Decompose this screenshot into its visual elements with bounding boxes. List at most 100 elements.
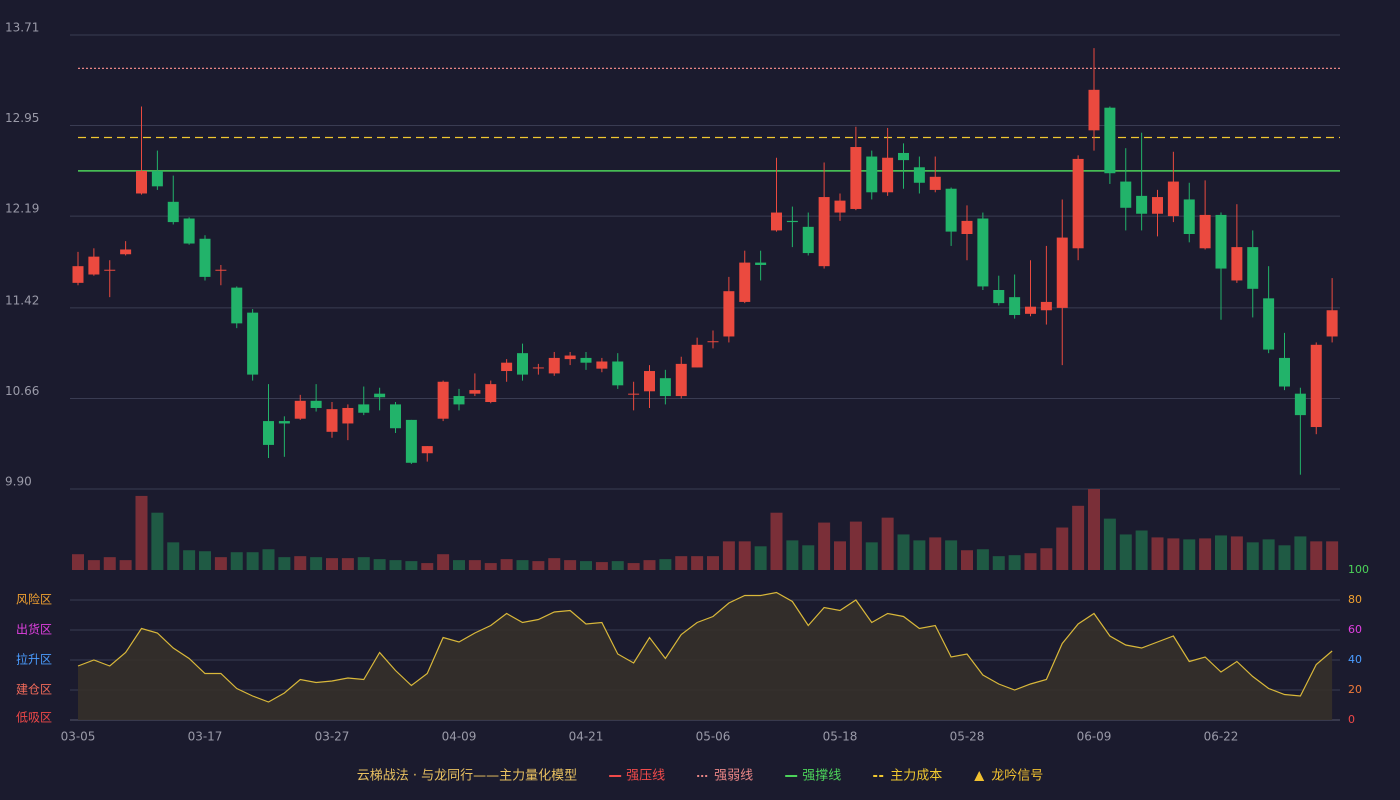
volume-bar (1119, 534, 1132, 570)
y-tick-label: 10.66 (5, 384, 39, 398)
legend-item: 强压线 (609, 769, 665, 784)
candle-body (596, 361, 608, 369)
volume-bar (183, 550, 196, 570)
candle-body (1231, 247, 1243, 281)
legend-label: 强撑线 (802, 769, 841, 784)
candle-body (469, 390, 481, 394)
oscillator-area (78, 592, 1333, 720)
candle-body (199, 238, 211, 277)
volume-bar (675, 556, 688, 570)
x-tick-label: 05-06 (696, 730, 731, 744)
candle-body (739, 262, 751, 302)
volume-bar (1040, 548, 1053, 570)
volume-bar (1135, 530, 1148, 570)
volume-bar (484, 563, 497, 570)
candle-body (1120, 181, 1132, 208)
volume-bar (929, 537, 942, 570)
volume-bar (564, 560, 577, 570)
candle-body (1088, 89, 1100, 131)
candle-body (1183, 199, 1195, 234)
volume-bar (516, 560, 529, 570)
volume-bar (87, 560, 100, 570)
volume-bar (1326, 541, 1339, 570)
candle-body (850, 147, 862, 209)
volume-bar (1008, 555, 1021, 570)
volume-bar (1183, 539, 1196, 570)
y-tick-label: 13.71 (5, 21, 39, 35)
x-tick-label: 06-22 (1204, 730, 1239, 744)
volume-bar (818, 522, 831, 570)
volume-bar (437, 554, 450, 570)
candle-body (167, 201, 179, 223)
candle-body (405, 419, 417, 463)
volume-bar (976, 549, 989, 570)
candle-body (517, 353, 528, 375)
candle-body (374, 393, 386, 398)
candle-body (342, 407, 354, 424)
x-tick-label: 03-05 (61, 730, 96, 744)
volume-bar (214, 557, 227, 570)
candle-body (231, 287, 243, 324)
candle-body (1104, 107, 1116, 174)
candle-body (104, 269, 116, 271)
volume-bar (1056, 527, 1069, 570)
legend-label: 强弱线 (714, 769, 753, 784)
y2-tick-label: 40 (1348, 653, 1362, 666)
candle-body (1279, 357, 1290, 387)
candle-body (898, 152, 909, 161)
candle-body (136, 170, 147, 194)
volume-bar (802, 545, 815, 570)
volume-bar (246, 552, 259, 570)
volume-bar (310, 557, 323, 570)
x-tick-label: 05-28 (950, 730, 985, 744)
volume-bar (849, 521, 862, 570)
legend-icon (974, 771, 985, 781)
candle-body (913, 167, 925, 183)
volume-bar (135, 495, 148, 570)
volume-bar (1167, 538, 1180, 570)
volume-bar (199, 551, 211, 570)
volume-bar (326, 558, 338, 570)
candle-body (120, 249, 132, 255)
legend-label: 强压线 (626, 769, 665, 784)
legend-item: 强弱线 (697, 769, 753, 784)
candle-body (1072, 158, 1084, 249)
volume-bar (341, 558, 354, 570)
candle-body (786, 220, 798, 223)
volume-bar (532, 561, 545, 570)
y-tick-label: 9.90 (5, 475, 32, 489)
volume-bar (103, 557, 116, 570)
volume-bar (897, 534, 910, 570)
candle-body (485, 384, 497, 403)
volume-bar (627, 563, 640, 570)
candle-body (771, 212, 782, 231)
x-tick-label: 03-27 (315, 730, 350, 744)
volume-bar (230, 552, 243, 570)
y-tick-label: 12.95 (5, 111, 39, 125)
volume-bar (659, 559, 672, 570)
zone-label: 低吸区 (16, 711, 52, 725)
volume-bar (167, 542, 180, 570)
volume-bar (151, 512, 164, 570)
candle-body (882, 157, 894, 193)
candle-body (453, 396, 465, 405)
candle-body (1136, 195, 1148, 214)
x-tick-label: 05-18 (823, 730, 858, 744)
candle-body (675, 363, 687, 397)
legend-item: 强撑线 (785, 769, 841, 784)
volume-bar (1262, 539, 1275, 570)
volume-bar (1294, 536, 1307, 570)
candle-body (501, 362, 513, 372)
candle-body (1310, 344, 1322, 428)
candle-body (1263, 298, 1275, 350)
candle-body (961, 220, 973, 234)
volume-bar (961, 550, 973, 570)
candle-body (612, 361, 624, 386)
candle-body (580, 357, 592, 363)
candle-body (945, 188, 957, 232)
candle-body (326, 409, 338, 432)
zone-label: 出货区 (16, 622, 52, 637)
candle-body (437, 381, 449, 419)
candle-body (215, 269, 227, 271)
